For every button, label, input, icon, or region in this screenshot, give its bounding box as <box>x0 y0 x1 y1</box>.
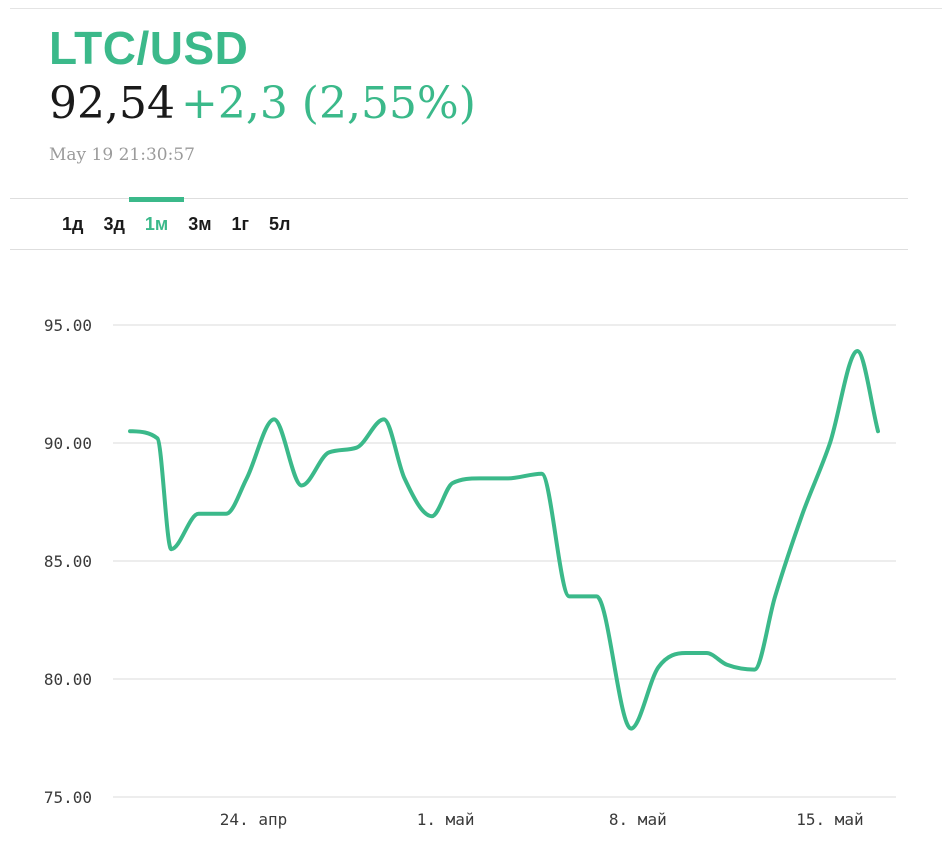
y-tick-label: 85.00 <box>44 552 92 571</box>
tab-3m[interactable]: 3м <box>188 214 212 234</box>
price-change: +2,3 (2,55%) <box>180 78 476 129</box>
x-tick-label: 15. май <box>796 810 863 829</box>
y-tick-label: 95.00 <box>44 316 92 335</box>
tab-1d[interactable]: 1д <box>62 214 84 234</box>
y-tick-label: 90.00 <box>44 434 92 453</box>
x-tick-label: 1. май <box>417 810 475 829</box>
price-line: 92,54 +2,3 (2,55%) <box>49 76 476 132</box>
y-tick-label: 80.00 <box>44 670 92 689</box>
tab-1y[interactable]: 1г <box>231 214 250 234</box>
tabs-divider-bottom <box>10 249 908 250</box>
tab-5y[interactable]: 5л <box>269 214 291 234</box>
quote-timestamp: May 19 21:30:57 <box>49 145 195 165</box>
current-price: 92,54 <box>49 78 175 129</box>
series-line <box>128 349 880 731</box>
tab-3d[interactable]: 3д <box>103 214 125 234</box>
x-tick-label: 24. апр <box>220 810 287 829</box>
x-tick-label: 8. май <box>609 810 667 829</box>
tab-1m[interactable]: 1м <box>128 197 185 248</box>
tabs-divider-top <box>10 198 908 199</box>
y-tick-label: 75.00 <box>44 788 92 807</box>
period-tabs: 1д 3д 1м 3м 1г 5л <box>52 197 301 248</box>
symbol-title: LTC/USD <box>49 22 249 74</box>
top-divider <box>10 8 942 9</box>
